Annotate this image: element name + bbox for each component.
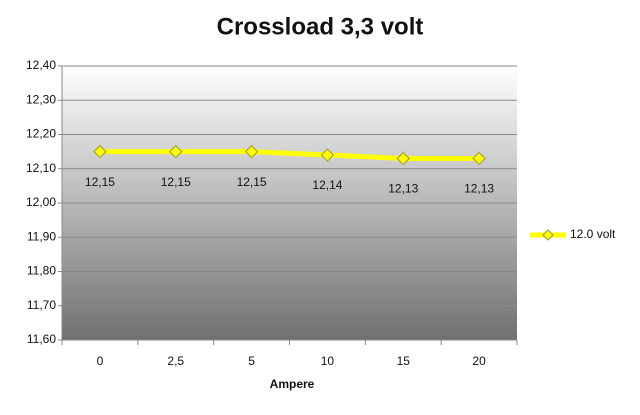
x-tick-label: 15 [397,354,411,368]
data-label: 12,13 [464,182,494,196]
x-tick-label: 2,5 [167,354,184,368]
y-tick-label: 11,80 [27,264,56,278]
data-point [169,144,183,159]
series-line [99,149,480,161]
x-tick-label: 20 [472,354,486,368]
y-tick-label: 11,60 [27,332,56,346]
y-tick-label: 12,30 [26,92,56,106]
data-label: 12,15 [161,175,191,189]
x-tick-label: 0 [97,354,104,368]
data-point [472,151,486,166]
y-tick-label: 12,00 [26,195,56,209]
y-tick-label: 11,70 [27,298,56,312]
data-label: 12,14 [312,178,342,192]
y-tick-label: 12,40 [26,58,56,72]
data-point [320,148,335,162]
legend-label: 12.0 volt [570,227,616,241]
chart-title: Crossload 3,3 volt [217,13,424,40]
legend-marker [542,229,554,241]
data-point [396,151,410,166]
y-tick-label: 11,90 [27,229,56,243]
data-point [244,144,259,159]
data-point [93,144,107,159]
x-tick-label: 5 [248,354,255,368]
y-tick-label: 12,10 [26,161,56,175]
y-tick-label: 12,20 [26,127,56,141]
x-axis-label: Ampere [270,377,315,391]
data-label: 12,15 [85,175,115,189]
data-label: 12,13 [388,182,418,196]
data-label: 12,15 [237,175,267,189]
x-tick-label: 10 [321,354,335,368]
